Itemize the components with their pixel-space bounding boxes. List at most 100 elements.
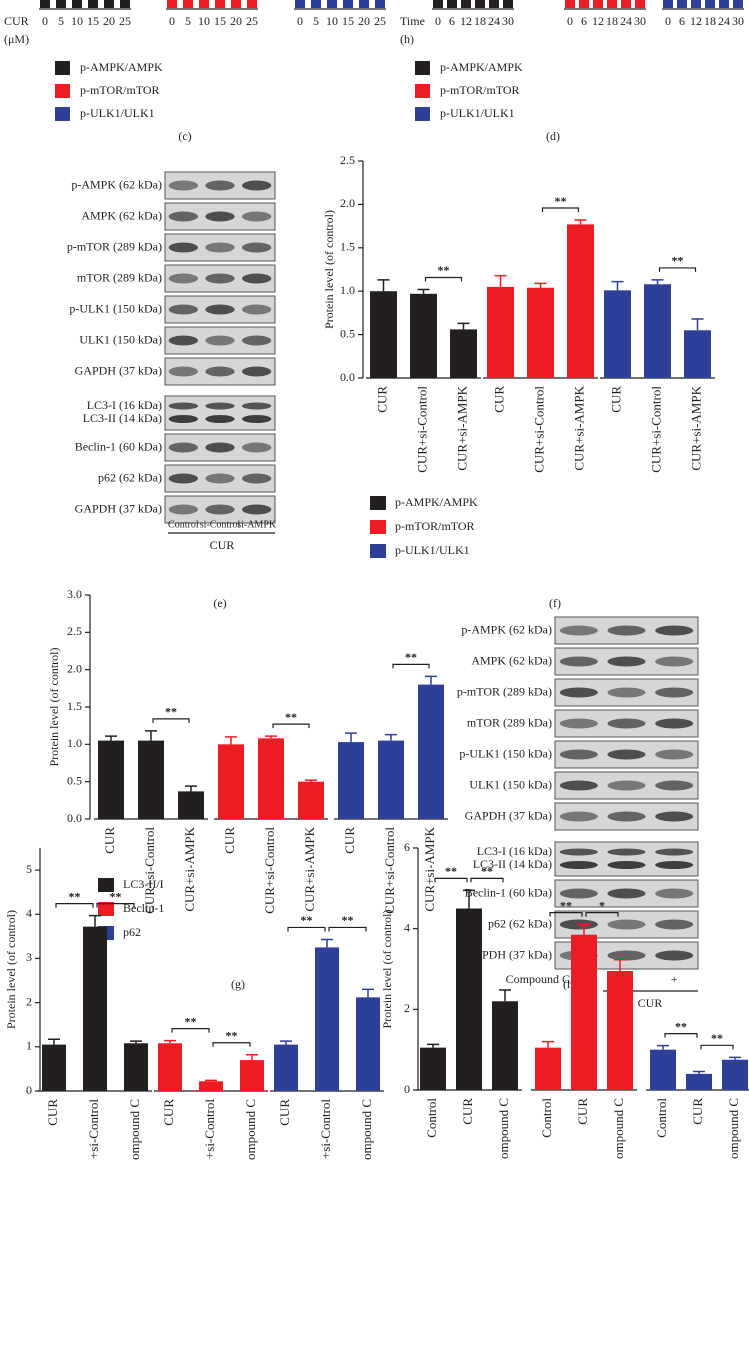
bar: [456, 908, 482, 1090]
bar-stub: [56, 0, 66, 8]
blot-band: [655, 687, 694, 698]
blot-band: [205, 242, 235, 253]
legend-label: Beclin-1: [123, 901, 164, 915]
significance-bracket: [549, 912, 583, 917]
legend-swatch: [370, 520, 386, 534]
error-bar: [280, 1040, 292, 1045]
blot-band: [607, 848, 646, 856]
blot-band: [607, 888, 646, 899]
legend-label: p-ULK1/ULK1: [395, 543, 470, 557]
blot-label: p-AMPK (62 kDa): [71, 177, 162, 191]
blot-label: GAPDH (37 kDa): [465, 808, 552, 822]
legend-label: p-AMPK/AMPK: [440, 60, 523, 74]
blot-label: Beclin-1 (60 kDa): [75, 439, 162, 453]
blot-band: [205, 442, 235, 453]
y-tick-label: 1.0: [340, 283, 355, 297]
blot-band: [559, 718, 598, 729]
blot-band: [559, 780, 598, 791]
bar-stub: [433, 0, 443, 8]
bar: [410, 293, 437, 378]
blot-label: GAPDH (37 kDa): [465, 947, 552, 961]
blot-band: [168, 180, 198, 191]
bar-stub: [461, 0, 471, 8]
bar-stub: [247, 0, 257, 8]
bar: [178, 791, 204, 819]
significance-bracket: [212, 1042, 251, 1047]
x-tick-label: 18: [606, 14, 618, 28]
x-tick-label: 0: [42, 14, 48, 28]
bar-stub: [503, 0, 513, 8]
significance-bracket: [541, 207, 580, 213]
blot-band: [168, 273, 198, 284]
y-tick-label: 1.0: [67, 736, 82, 750]
blot-label: LC3-II (14 kDa): [83, 411, 162, 425]
x-tick-label: 15: [214, 14, 226, 28]
blot-band: [607, 625, 646, 636]
lanes-title: Compound C: [506, 972, 570, 986]
error-bar: [185, 785, 197, 792]
blot-label: GAPDH (37 kDa): [75, 501, 162, 515]
x-tick-label: CUR: [575, 1098, 590, 1125]
bar-stub: [375, 0, 385, 8]
x-tick-label: Control: [424, 1098, 439, 1138]
blot-band: [168, 473, 198, 484]
panel-label: (g): [231, 977, 245, 991]
y-tick-label: 3.0: [67, 587, 82, 601]
error-bar: [385, 733, 397, 741]
blot-band: [205, 304, 235, 315]
bar: [218, 744, 244, 819]
blot-band: [205, 273, 235, 284]
x-tick-label: CUR+si-AMPK: [422, 826, 437, 911]
error-bar: [130, 1040, 142, 1044]
bar-stub: [167, 0, 177, 8]
error-bar: [417, 288, 430, 294]
error-bar: [457, 322, 470, 330]
blot-band: [655, 625, 694, 636]
x-tick-label: 24: [488, 14, 500, 28]
significance-label: **: [342, 913, 354, 927]
blot-band: [559, 656, 598, 667]
blot-label: p-AMPK (62 kDa): [461, 622, 552, 636]
significance-label: **: [69, 889, 81, 903]
bar-stub: [88, 0, 98, 8]
blot-label: p-ULK1 (150 kDa): [69, 301, 162, 315]
bar-stub: [635, 0, 645, 8]
error-bar: [494, 274, 507, 287]
y-tick-label: 6: [404, 840, 410, 854]
blot-band: [559, 861, 598, 869]
error-bar: [425, 675, 437, 685]
blot-band: [559, 888, 598, 899]
bar-stub: [215, 0, 225, 8]
bar-stub: [327, 0, 337, 8]
x-tick-label: 12: [460, 14, 472, 28]
bar: [158, 1043, 182, 1091]
x-tick-label: CUR: [45, 1099, 60, 1126]
legend-label: p-ULK1/ULK1: [80, 106, 155, 120]
y-tick-label: 2: [404, 1001, 410, 1015]
axis-label: CUR: [4, 14, 29, 28]
blot-band: [168, 335, 198, 346]
y-tick-label: 1.5: [340, 240, 355, 254]
significance-label: **: [560, 898, 572, 912]
significance-label: **: [301, 913, 313, 927]
bar: [684, 330, 711, 378]
blot-band: [168, 442, 198, 453]
y-tick-label: 0.0: [340, 370, 355, 384]
bar: [650, 1049, 676, 1090]
blot-band: [168, 504, 198, 515]
legend-label: p-AMPK/AMPK: [395, 495, 478, 509]
significance-label: **: [110, 889, 122, 903]
blot-label: p-mTOR (289 kDa): [457, 684, 552, 698]
y-axis-label: Protein level (of control): [322, 210, 336, 329]
treatment-label: CUR: [210, 538, 235, 552]
legend-swatch: [370, 496, 386, 510]
significance-label: **: [711, 1031, 723, 1045]
bar: [274, 1044, 298, 1091]
x-tick-label: CUR: [374, 386, 389, 413]
bar-stub: [621, 0, 631, 8]
blot-label: ULK1 (150 kDa): [469, 777, 552, 791]
significance-label: **: [555, 194, 567, 208]
bar: [567, 224, 594, 378]
blot-band: [205, 211, 235, 222]
